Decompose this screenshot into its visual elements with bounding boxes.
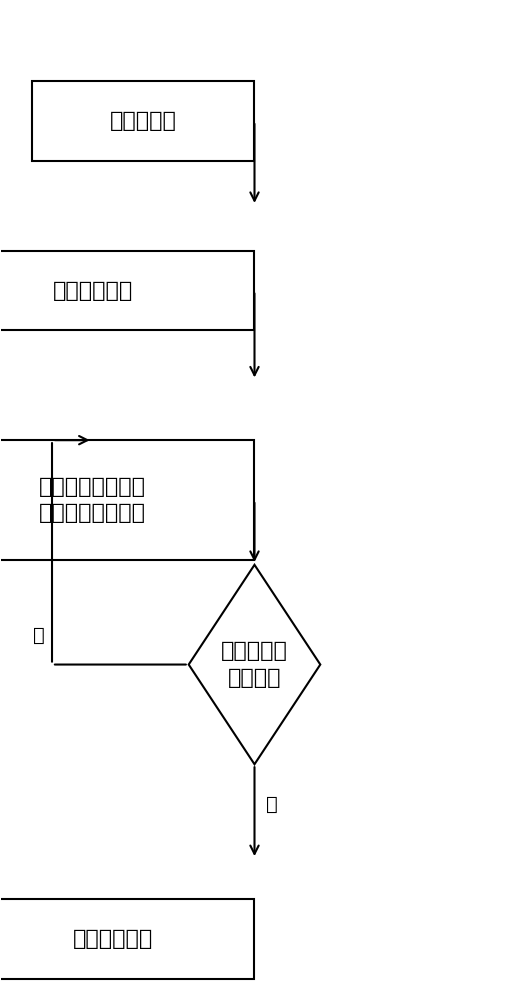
Text: 检测电阻值
是否达标: 检测电阻值 是否达标 xyxy=(221,641,288,688)
Polygon shape xyxy=(189,565,320,764)
FancyBboxPatch shape xyxy=(0,251,254,330)
FancyBboxPatch shape xyxy=(0,440,254,560)
Text: 压电陶瓷位移模块
控制准直镜片移动: 压电陶瓷位移模块 控制准直镜片移动 xyxy=(39,477,146,523)
FancyBboxPatch shape xyxy=(32,81,254,161)
Text: 电阻值过小: 电阻值过小 xyxy=(110,111,177,131)
Text: 激光脉冲输出: 激光脉冲输出 xyxy=(52,281,133,301)
Text: 是: 是 xyxy=(266,795,278,814)
Text: 激光调阻结束: 激光调阻结束 xyxy=(73,929,153,949)
FancyBboxPatch shape xyxy=(0,899,254,979)
Text: 否: 否 xyxy=(34,626,45,645)
